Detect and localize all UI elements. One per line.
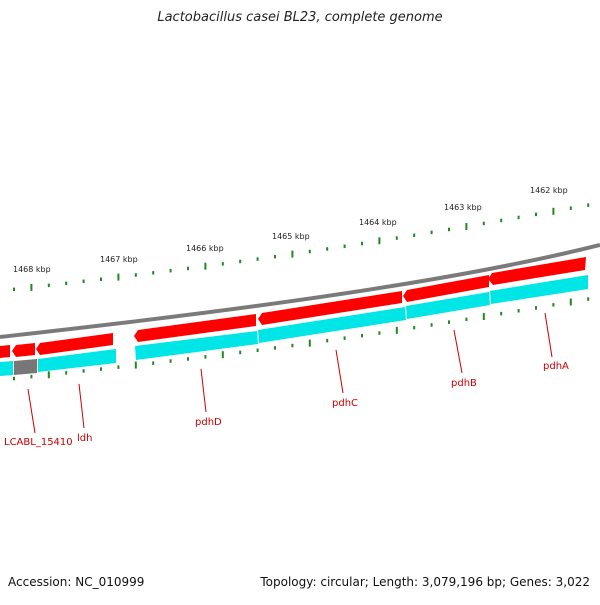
scale-label-1463: 1463 kbp (444, 203, 482, 212)
gene-label-pdhA[interactable]: pdhA (543, 361, 569, 372)
gene-arrow-pdhB[interactable] (403, 275, 489, 302)
gene-label-LCABL_15410[interactable]: LCABL_15410 (4, 437, 73, 448)
gene-label-pdhB[interactable]: pdhB (451, 378, 477, 389)
genome-backbone (0, 243, 600, 339)
scale-label-1464: 1464 kbp (359, 218, 397, 227)
inner-tick-marks (13, 297, 590, 381)
genome-summary-text: Topology: circular; Length: 3,079,196 bp… (260, 575, 590, 589)
leader-pdhC (335, 349, 344, 394)
leader-pdhA (544, 312, 553, 358)
gene-arrow-pdhD[interactable] (134, 314, 256, 342)
gene-arrow-pdhC[interactable] (258, 291, 402, 325)
gene-arrow-pdhA[interactable] (488, 257, 586, 285)
accession-text: Accession: NC_010999 (8, 575, 145, 589)
cds-band-pdhD[interactable] (135, 331, 258, 360)
leader-pdhB (453, 329, 463, 374)
gene-label-ldh[interactable]: ldh (77, 433, 92, 444)
scale-label-1465: 1465 kbp (272, 232, 310, 241)
leader-pdhD (200, 368, 207, 413)
cds-band-pdhB[interactable] (406, 292, 490, 319)
cds-band-pdhC[interactable] (258, 307, 406, 343)
leader-ldh (78, 383, 85, 429)
leader-LCABL_15410 (27, 388, 36, 434)
outer-tick-marks (13, 203, 590, 292)
cds-band-pdhA[interactable] (490, 275, 588, 304)
scale-label-1462: 1462 kbp (530, 186, 568, 195)
scale-label-1467: 1467 kbp (100, 255, 138, 264)
gene-arrow-left-partial[interactable] (0, 345, 10, 358)
scale-label-1468: 1468 kbp (13, 265, 51, 274)
gene-label-pdhD[interactable]: pdhD (195, 417, 222, 428)
cds-band-left-partial[interactable] (0, 361, 13, 376)
scale-label-1466: 1466 kbp (186, 244, 224, 253)
feature-band-LCABL_15410[interactable] (14, 359, 37, 375)
gene-arrow-ldh[interactable] (36, 333, 113, 355)
gene-arrow-LCABL_15410[interactable] (12, 343, 35, 357)
map-title: Lactobacillus casei BL23, complete genom… (157, 10, 443, 25)
cds-band-ldh[interactable] (38, 349, 116, 372)
gene-label-pdhC[interactable]: pdhC (332, 398, 358, 409)
